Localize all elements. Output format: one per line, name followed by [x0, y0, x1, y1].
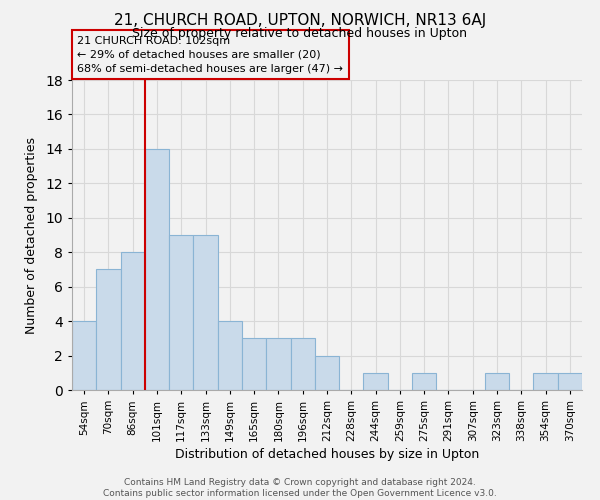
Text: 21 CHURCH ROAD: 102sqm
← 29% of detached houses are smaller (20)
68% of semi-det: 21 CHURCH ROAD: 102sqm ← 29% of detached…: [77, 36, 343, 74]
Bar: [412, 373, 436, 390]
X-axis label: Distribution of detached houses by size in Upton: Distribution of detached houses by size …: [175, 448, 479, 461]
Text: Size of property relative to detached houses in Upton: Size of property relative to detached ho…: [133, 28, 467, 40]
Bar: [121, 252, 145, 390]
Bar: [558, 373, 582, 390]
Bar: [364, 373, 388, 390]
Bar: [485, 373, 509, 390]
Bar: [242, 338, 266, 390]
Bar: [315, 356, 339, 390]
Bar: [96, 270, 121, 390]
Text: 21, CHURCH ROAD, UPTON, NORWICH, NR13 6AJ: 21, CHURCH ROAD, UPTON, NORWICH, NR13 6A…: [114, 12, 486, 28]
Bar: [169, 235, 193, 390]
Bar: [72, 321, 96, 390]
Text: Contains HM Land Registry data © Crown copyright and database right 2024.
Contai: Contains HM Land Registry data © Crown c…: [103, 478, 497, 498]
Bar: [533, 373, 558, 390]
Bar: [218, 321, 242, 390]
Bar: [193, 235, 218, 390]
Bar: [290, 338, 315, 390]
Bar: [145, 149, 169, 390]
Y-axis label: Number of detached properties: Number of detached properties: [25, 136, 38, 334]
Bar: [266, 338, 290, 390]
